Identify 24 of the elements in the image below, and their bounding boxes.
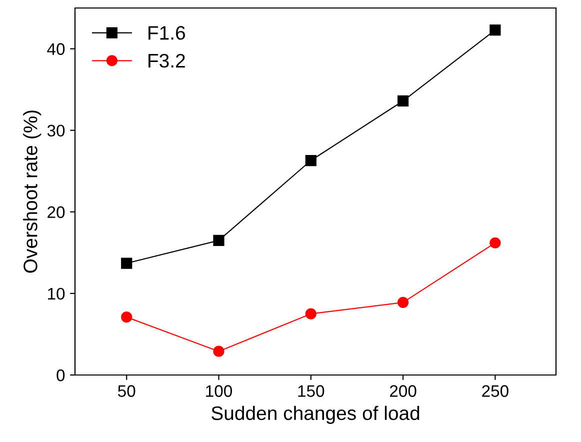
point bbox=[305, 308, 316, 320]
point bbox=[121, 312, 132, 323]
y-tick-label: 40 bbox=[47, 43, 65, 55]
x-tick-label: 150 bbox=[298, 385, 324, 397]
y-tick-label: 0 bbox=[56, 369, 65, 382]
x-tick-label: 50 bbox=[118, 385, 136, 397]
y-axis-title: Overshoot rate (%) bbox=[23, 110, 42, 273]
legend-label: F1.6 bbox=[148, 26, 185, 40]
legend-label: F3.2 bbox=[148, 54, 185, 68]
point bbox=[397, 95, 409, 107]
point bbox=[490, 237, 501, 248]
x-tick-label: 100 bbox=[206, 385, 232, 397]
y-tick-label: 10 bbox=[48, 288, 65, 300]
x-axis-title: Sudden changes of load bbox=[212, 406, 420, 424]
x-tick-label: 250 bbox=[482, 385, 508, 397]
point bbox=[305, 154, 316, 166]
point bbox=[490, 24, 501, 36]
x-tick-label: 200 bbox=[390, 385, 416, 397]
y-tick-label: 20 bbox=[48, 206, 65, 218]
point bbox=[213, 346, 224, 357]
y-tick-label: 30 bbox=[47, 124, 65, 137]
point bbox=[397, 296, 409, 308]
point bbox=[121, 258, 132, 269]
point bbox=[213, 234, 224, 246]
